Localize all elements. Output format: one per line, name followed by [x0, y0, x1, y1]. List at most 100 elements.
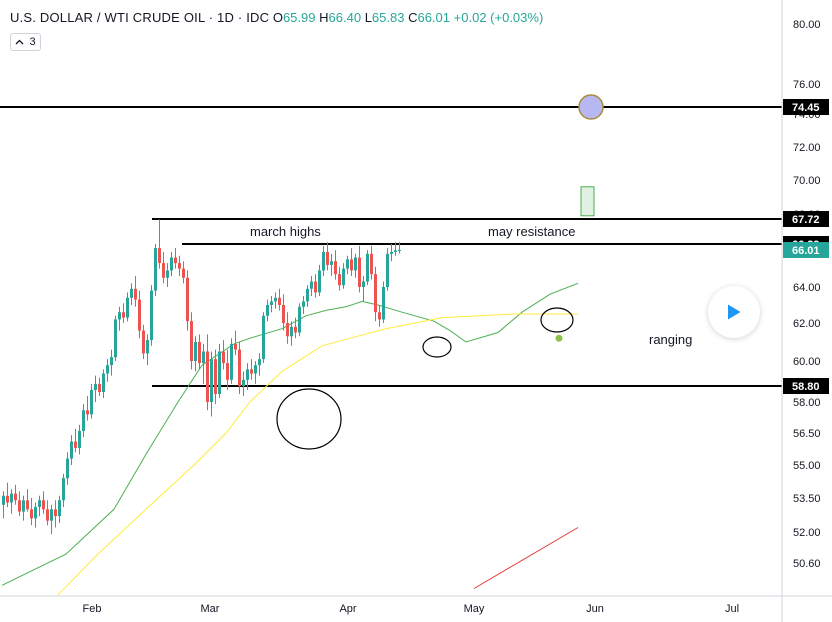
candle-body — [134, 288, 137, 300]
y-tick-label: 70.00 — [793, 175, 821, 187]
target-circle — [578, 94, 604, 120]
candle — [362, 275, 365, 302]
candle-body — [266, 305, 269, 316]
candle — [82, 404, 85, 438]
candle-body — [146, 340, 149, 354]
play-button[interactable] — [708, 286, 760, 338]
candle-body — [398, 250, 401, 251]
candle-body — [22, 500, 25, 512]
y-tick-label: 53.50 — [793, 493, 821, 505]
candle-body — [222, 351, 225, 364]
candle-body — [226, 363, 229, 380]
candle — [74, 428, 77, 453]
candle — [50, 504, 53, 535]
candle — [170, 252, 173, 276]
candle-body — [366, 253, 369, 282]
open-key: O — [272, 10, 283, 25]
target-box — [580, 186, 595, 217]
candle — [286, 312, 289, 344]
candle — [206, 334, 209, 411]
candle — [78, 424, 81, 455]
change-value: +0.02 (+0.03%) — [453, 10, 544, 25]
candle — [358, 245, 361, 293]
candle — [66, 452, 69, 485]
candle — [26, 489, 29, 512]
candle — [370, 245, 373, 280]
y-tick-label: 55.00 — [793, 460, 821, 472]
candle-body — [186, 277, 189, 322]
candle — [126, 292, 129, 322]
ma-slow-line — [57, 313, 578, 596]
candle-body — [318, 270, 321, 293]
candle — [246, 363, 249, 390]
candle-body — [130, 288, 133, 298]
candle — [162, 252, 165, 284]
candle — [386, 248, 389, 291]
candle-body — [354, 257, 357, 271]
x-tick-label: Jul — [725, 603, 739, 615]
candle — [130, 283, 133, 305]
candle-body — [330, 261, 333, 265]
candle — [14, 484, 17, 505]
candle — [382, 281, 385, 323]
ma-fast-line — [1, 282, 579, 586]
candle — [10, 489, 13, 514]
candle-body — [334, 261, 337, 275]
candle — [378, 305, 381, 327]
candle — [102, 369, 105, 398]
horizontal-levels — [0, 106, 782, 387]
candle-body — [394, 250, 397, 253]
candle-body — [282, 305, 285, 323]
candle-body — [362, 281, 365, 287]
y-tick-label: 76.00 — [793, 79, 821, 91]
candle — [214, 349, 217, 405]
low-circle-may — [540, 307, 574, 333]
indicators-toggle[interactable]: 3 — [10, 33, 41, 51]
candle — [34, 502, 37, 528]
candle-body — [58, 500, 61, 517]
candle-body — [118, 312, 121, 320]
last-price-label-bg — [783, 242, 829, 258]
candle-body — [370, 253, 373, 275]
candle-body — [78, 430, 81, 448]
candle — [110, 349, 113, 376]
candle-body — [190, 321, 193, 361]
candle-body — [50, 509, 53, 521]
candle-body — [198, 342, 201, 364]
close-value: 66.01 — [417, 10, 451, 25]
candle — [250, 359, 253, 380]
open-value: 65.99 — [282, 10, 316, 25]
candle-body — [310, 281, 313, 289]
candle-body — [54, 509, 57, 517]
candle — [150, 285, 153, 346]
y-tick-label: 58.00 — [793, 397, 821, 409]
plot-background — [0, 0, 782, 596]
candle-body — [82, 410, 85, 431]
candle — [42, 491, 45, 514]
candle-body — [158, 248, 161, 264]
low-key: L — [364, 10, 372, 25]
candle-body — [90, 390, 93, 415]
candle — [242, 371, 245, 396]
candle — [154, 243, 157, 296]
candle — [202, 343, 205, 384]
candle — [282, 294, 285, 331]
candle-body — [278, 297, 281, 305]
last-price-label: 66.01 — [792, 245, 820, 257]
annotation-texts: march highs may resistance ranging — [250, 224, 692, 347]
candle — [30, 498, 33, 526]
level-price-label: 74.45 — [792, 102, 820, 114]
drawings — [276, 94, 604, 450]
candle-body — [234, 343, 237, 350]
candle-body — [246, 369, 249, 380]
candle — [182, 261, 185, 284]
play-icon — [728, 304, 741, 320]
candle — [198, 334, 201, 370]
candle-body — [26, 500, 29, 510]
candle-body — [342, 268, 345, 286]
candle-body — [34, 507, 37, 519]
candle — [90, 383, 93, 419]
candle — [94, 375, 97, 402]
